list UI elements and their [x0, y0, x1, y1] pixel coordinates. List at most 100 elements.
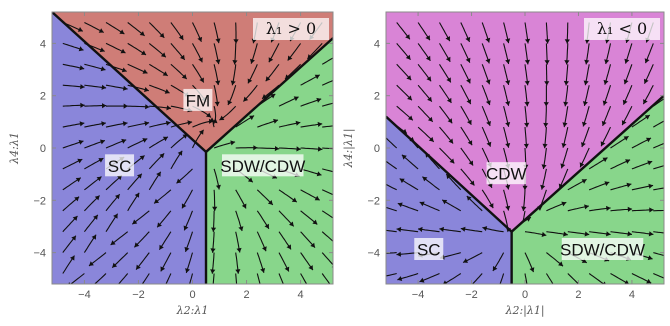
flow-arrowhead — [215, 38, 221, 44]
flow-arrowhead — [145, 104, 150, 110]
stream-line — [322, 147, 333, 150]
flow-arrowhead — [445, 56, 451, 62]
flow-arrowhead — [544, 81, 550, 86]
flow-arrowhead — [337, 76, 342, 81]
stream-line — [386, 183, 397, 191]
flow-arrowhead — [449, 158, 455, 164]
flow-arrowhead — [209, 117, 215, 122]
flow-arrowhead — [422, 176, 428, 182]
flow-arrowhead — [283, 288, 288, 293]
flow-arrowhead — [584, 231, 590, 237]
flow-arrowhead — [317, 146, 323, 152]
flow-arrowhead — [529, 267, 535, 273]
flow-arrowhead — [210, 290, 215, 295]
flow-arrowhead — [524, 101, 530, 107]
flow-arrowhead — [553, 287, 558, 292]
flow-arrowhead — [643, 99, 648, 105]
region-cdw — [386, 12, 664, 232]
flow-arrowhead — [602, 281, 606, 284]
stream-line — [321, 252, 333, 266]
flow-arrowhead — [78, 139, 84, 145]
flow-arrowhead — [183, 225, 189, 231]
flow-arrowhead — [241, 203, 247, 209]
flow-arrowhead — [72, 216, 78, 221]
flow-arrowhead — [310, 242, 315, 248]
flow-arrowhead — [123, 103, 128, 109]
flow-arrowhead — [485, 100, 491, 106]
flow-arrowhead — [114, 285, 119, 290]
region-sdw-cdw — [511, 95, 664, 284]
flow-arrowhead — [564, 39, 570, 44]
flow-arrowhead — [584, 59, 590, 65]
y-tick-label: −4 — [33, 248, 46, 260]
flow-arrowhead — [581, 142, 586, 147]
flow-arrowhead — [333, 241, 338, 246]
flow-arrowhead — [210, 269, 216, 274]
y-tick-label: 0 — [40, 143, 46, 155]
flow-arrowhead — [646, 278, 652, 284]
flow-arrowhead — [96, 176, 102, 182]
flow-arrowhead — [157, 222, 162, 228]
flow-arrowhead — [602, 100, 608, 106]
flow-arrowhead — [505, 122, 511, 127]
flow-arrowhead — [99, 47, 105, 53]
y-tick-label: 2 — [374, 91, 380, 103]
flow-arrowhead — [215, 59, 221, 65]
flow-arrowhead — [267, 200, 273, 205]
flow-arrowhead — [233, 39, 239, 44]
flow-arrowhead — [235, 290, 240, 295]
flow-arrowhead — [397, 202, 403, 208]
flow-arrowhead — [247, 177, 253, 183]
separatrix-line — [386, 115, 513, 233]
flow-arrowhead — [314, 74, 320, 80]
flow-arrowhead — [407, 115, 413, 121]
flow-arrowhead — [249, 115, 255, 121]
sign-label-bg — [253, 18, 329, 40]
flow-arrowhead — [199, 77, 204, 83]
flow-arrowhead — [268, 57, 274, 63]
flow-arrowhead — [448, 138, 454, 144]
flow-arrowhead — [214, 101, 220, 107]
flow-arrowhead — [643, 78, 649, 84]
flow-arrowhead — [381, 133, 386, 138]
flow-arrowhead — [647, 160, 653, 166]
flow-arrowhead — [560, 163, 566, 169]
flow-arrowhead — [161, 288, 166, 293]
flow-arrowhead — [443, 280, 448, 284]
region-label: CDW — [486, 165, 527, 184]
flow-arrowhead — [521, 206, 527, 211]
flow-arrowhead — [122, 85, 128, 91]
stream-line — [588, 273, 605, 284]
flow-arrowhead — [463, 258, 468, 263]
y-tick-label: 4 — [374, 38, 380, 50]
flow-arrowhead — [230, 80, 236, 86]
flow-arrowhead — [79, 65, 85, 71]
flow-arrowhead — [543, 122, 549, 128]
flow-arrowhead — [543, 102, 549, 107]
stream-line — [69, 273, 85, 284]
flow-arrowhead — [540, 184, 546, 190]
flow-arrowhead — [579, 162, 585, 168]
flow-arrowhead — [562, 122, 568, 128]
stream-line — [321, 79, 333, 86]
flow-arrowhead — [505, 143, 511, 148]
flow-arrowhead — [74, 196, 80, 202]
flow-arrowhead — [117, 175, 122, 181]
flow-arrowhead — [113, 213, 118, 219]
stream-line — [165, 273, 172, 284]
flow-arrowhead — [460, 226, 466, 232]
y-tick-label: −4 — [367, 248, 380, 260]
flow-arrowhead — [648, 231, 654, 237]
x-tick-label: −2 — [465, 289, 478, 301]
flow-arrowhead — [469, 180, 475, 186]
flow-arrowhead — [466, 78, 471, 84]
flow-arrowhead — [317, 121, 323, 127]
x-tick-label: 0 — [189, 289, 195, 301]
flow-arrowhead — [215, 80, 221, 86]
flow-arrowhead — [604, 59, 610, 64]
flow-arrowhead — [442, 199, 448, 205]
flow-arrowhead — [243, 96, 249, 102]
flow-arrowhead — [666, 94, 670, 99]
flow-arrowhead — [485, 37, 491, 43]
stream-line — [300, 273, 308, 284]
